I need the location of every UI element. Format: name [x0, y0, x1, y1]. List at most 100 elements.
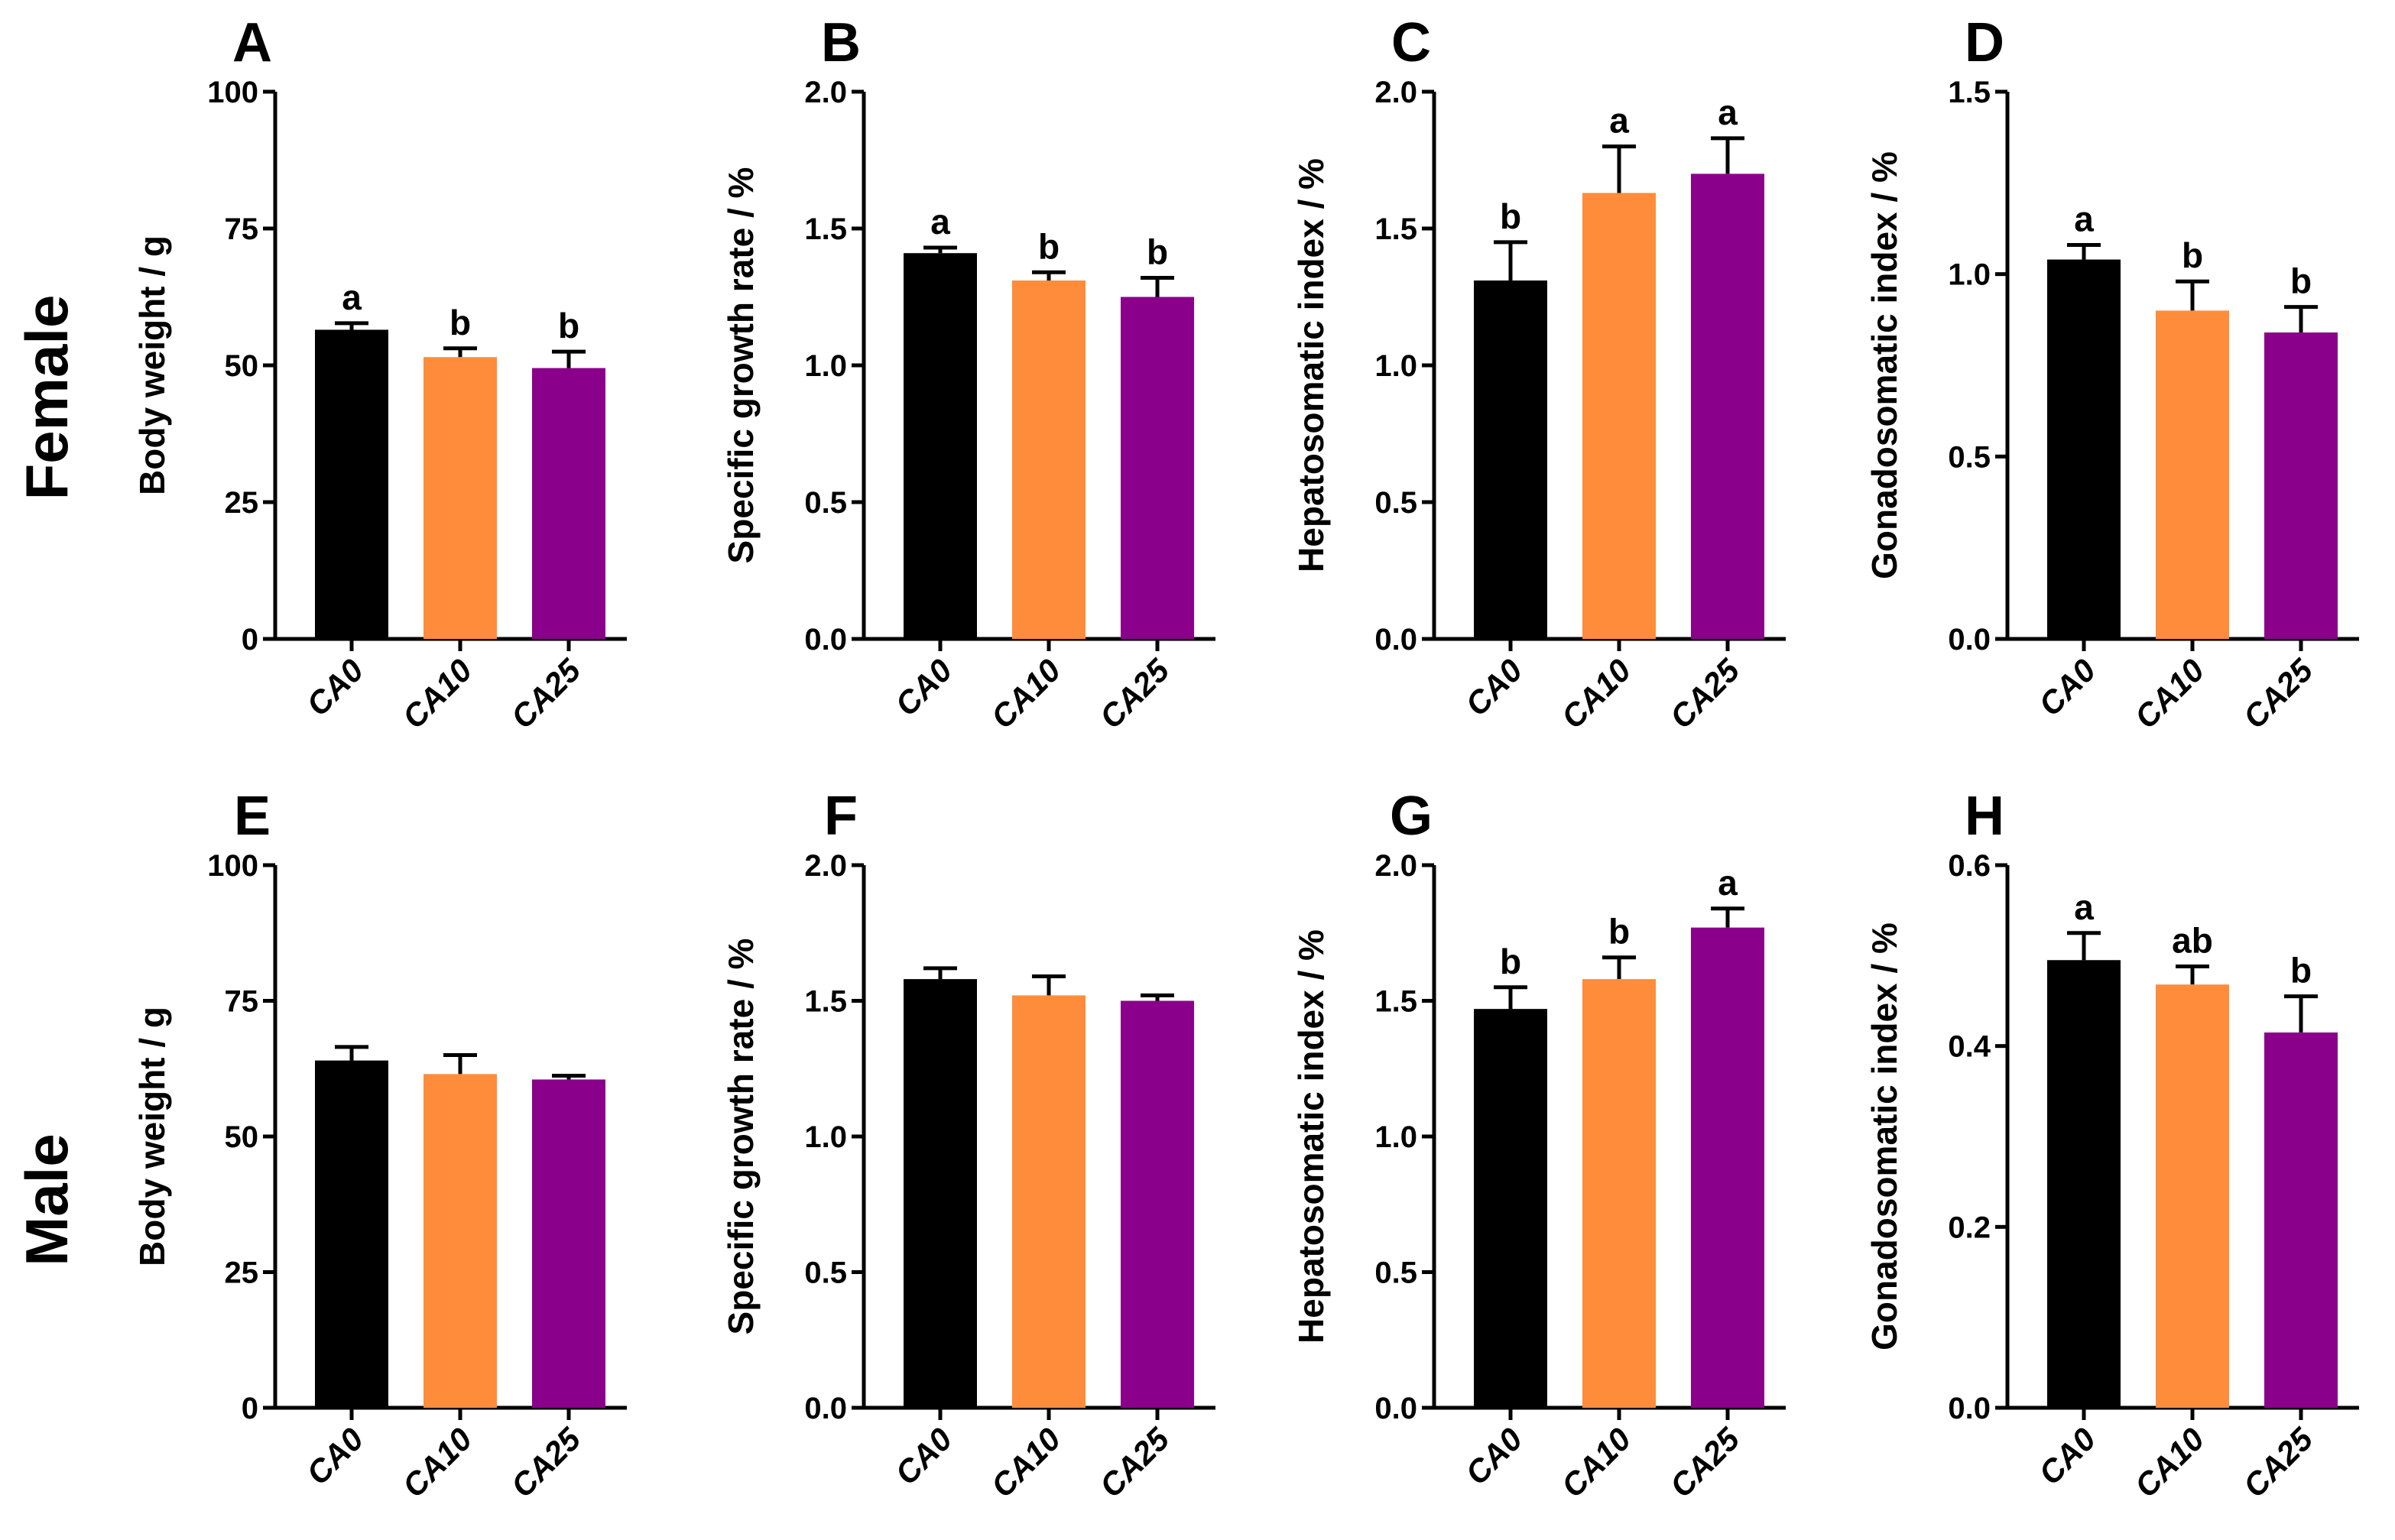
y-tick-label: 1.0	[1374, 1120, 1417, 1154]
y-tick-label: 1.5	[1948, 76, 1991, 109]
bar-ca0	[315, 329, 388, 639]
bar-ca0	[1474, 280, 1547, 639]
y-tick-label: 0.0	[1374, 623, 1417, 657]
y-tick-label: 0.4	[1948, 1030, 1991, 1064]
y-tick-label: 0.5	[1374, 486, 1417, 520]
x-tick-label: CA0	[300, 1421, 371, 1492]
bar-ca25	[2264, 332, 2338, 639]
bar-ca0	[904, 979, 977, 1408]
panel-b: B Specific growth rate / % 0.0 0.5 1.0 1.5 2.0…	[721, 12, 1215, 735]
panel-h: H Gonadosomatic index / % 0.0 0.2 0.4 0.6 a CA0…	[1864, 786, 2359, 1504]
y-tick-label: 0.0	[804, 1392, 847, 1425]
significance-letter: b	[2290, 261, 2312, 301]
x-tick-label: CA0	[1459, 1421, 1530, 1492]
bar-ca10	[2156, 310, 2229, 639]
y-tick-label: 1.5	[804, 985, 847, 1019]
significance-letter: a	[1718, 863, 1738, 903]
y-tick-label: 0.6	[1948, 849, 1991, 883]
significance-letter: ab	[2172, 921, 2213, 961]
x-tick-label: CA10	[395, 1421, 479, 1504]
y-tick-label: 100	[207, 76, 258, 109]
y-tick-label: 50	[225, 349, 259, 383]
bar-ca25	[1121, 297, 1194, 639]
bar-ca0	[2047, 259, 2121, 639]
x-tick-label: CA10	[984, 652, 1067, 735]
significance-letter: b	[449, 303, 471, 342]
x-tick-label: CA10	[395, 652, 479, 735]
y-tick-label: 2.0	[804, 849, 847, 883]
panel-letter: E	[234, 786, 271, 847]
y-tick-label: 1.0	[1374, 349, 1417, 383]
y-tick-label: 100	[207, 849, 258, 883]
significance-letter: a	[1718, 92, 1738, 132]
y-tick-label: 0.0	[804, 623, 847, 657]
x-tick-label: CA25	[504, 1421, 588, 1505]
y-tick-label: 75	[225, 985, 259, 1019]
y-tick-label: 0	[242, 623, 258, 657]
bar-ca10	[2156, 984, 2229, 1408]
y-tick-label: 0.0	[1948, 623, 1991, 657]
x-tick-label: CA0	[2032, 1421, 2103, 1492]
x-tick-label: CA25	[2236, 1421, 2320, 1505]
panel-letter: G	[1390, 786, 1433, 847]
bar-ca10	[1582, 979, 1656, 1408]
x-tick-label: CA25	[1663, 1421, 1747, 1505]
panel-letter: D	[1965, 12, 2004, 73]
y-tick-label: 1.5	[1374, 212, 1417, 246]
significance-letter: b	[2182, 235, 2203, 275]
y-axis-label: Gonadosomatic index / %	[1864, 151, 1904, 579]
x-tick-label: CA10	[984, 1421, 1067, 1504]
significance-letter: a	[930, 202, 950, 242]
row-label: Male	[13, 1133, 80, 1266]
x-tick-label: CA25	[1092, 652, 1176, 736]
x-tick-label: CA25	[1092, 1421, 1176, 1505]
panel-letter: C	[1391, 12, 1431, 73]
y-axis-label: Gonadosomatic index / %	[1864, 922, 1904, 1350]
significance-letter: a	[2074, 199, 2094, 238]
x-tick-label: CA0	[888, 1421, 959, 1492]
y-tick-label: 25	[225, 486, 259, 520]
y-tick-label: 0.0	[1374, 1392, 1417, 1425]
y-tick-label: 0.5	[1374, 1256, 1417, 1290]
significance-letter: a	[2074, 887, 2094, 927]
y-tick-label: 0.2	[1948, 1211, 1991, 1244]
bar-ca0	[904, 253, 977, 639]
x-tick-label: CA25	[2236, 652, 2320, 736]
panel-a: A Body weight / g 0 25 50 75 100 a CA0 b CA10 b CA25	[132, 12, 627, 735]
panel-c: C Hepatosomatic index / % 0.0 0.5 1.0 1.5 2.0 b…	[1291, 12, 1786, 735]
bar-ca25	[2264, 1032, 2338, 1408]
x-tick-label: CA0	[1459, 652, 1530, 723]
panel-letter: A	[232, 12, 272, 73]
y-tick-label: 0.0	[1948, 1392, 1991, 1425]
x-tick-label: CA10	[2127, 652, 2211, 735]
panel-letter: H	[1965, 786, 2004, 847]
x-tick-label: CA25	[504, 652, 588, 736]
bar-ca25	[532, 1079, 605, 1408]
y-tick-label: 1.5	[1374, 985, 1417, 1019]
y-tick-label: 75	[225, 212, 259, 246]
y-tick-label: 0.5	[804, 486, 847, 520]
significance-letter: b	[1038, 226, 1060, 266]
bar-ca0	[1474, 1009, 1547, 1408]
y-tick-label: 0.5	[804, 1256, 847, 1290]
x-tick-label: CA0	[2032, 652, 2103, 723]
y-tick-label: 0.5	[1948, 440, 1991, 474]
y-tick-label: 25	[225, 1256, 259, 1290]
panel-d: D Gonadosomatic index / % 0.0 0.5 1.0 1.5 a CA0…	[1864, 12, 2359, 735]
bar-ca0	[315, 1060, 388, 1408]
y-axis-label: Body weight / g	[132, 235, 172, 495]
y-axis-label: Specific growth rate / %	[721, 167, 761, 564]
row-label: Female	[13, 295, 80, 501]
y-tick-label: 1.0	[804, 1120, 847, 1154]
bar-ca25	[1691, 173, 1764, 639]
x-tick-label: CA0	[888, 652, 959, 723]
y-axis-label: Hepatosomatic index / %	[1291, 929, 1331, 1344]
significance-letter: a	[1609, 101, 1629, 141]
y-tick-label: 0	[242, 1392, 258, 1425]
y-tick-label: 50	[225, 1120, 259, 1154]
y-axis-label: Body weight / g	[132, 1007, 172, 1266]
significance-letter: b	[1500, 942, 1521, 981]
bar-ca25	[1121, 1000, 1194, 1408]
y-tick-label: 1.5	[804, 212, 847, 246]
